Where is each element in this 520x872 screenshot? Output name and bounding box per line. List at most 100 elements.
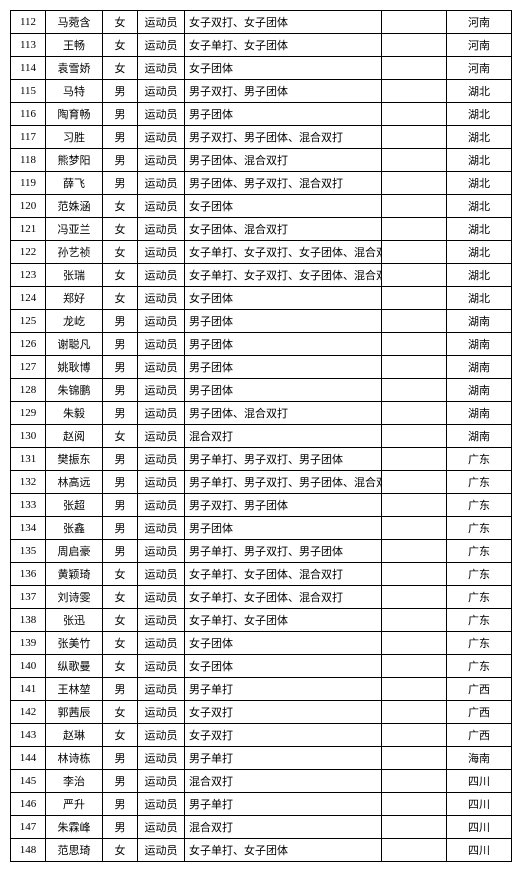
cell-role: 运动员 [138,356,185,379]
cell-id: 140 [11,655,46,678]
cell-role: 运动员 [138,540,185,563]
cell-role: 运动员 [138,632,185,655]
cell-name: 冯亚兰 [46,218,103,241]
cell-prov: 湖北 [447,80,512,103]
cell-id: 132 [11,471,46,494]
cell-prov: 湖北 [447,218,512,241]
cell-prov: 广西 [447,724,512,747]
cell-name: 龙屹 [46,310,103,333]
cell-id: 123 [11,264,46,287]
cell-blank [382,379,447,402]
cell-blank [382,425,447,448]
cell-blank [382,333,447,356]
cell-role: 运动员 [138,195,185,218]
cell-sex: 男 [103,471,138,494]
cell-blank [382,816,447,839]
cell-prov: 广东 [447,655,512,678]
cell-name: 袁雪娇 [46,57,103,80]
cell-prov: 广东 [447,586,512,609]
cell-prov: 广东 [447,471,512,494]
cell-blank [382,563,447,586]
cell-event: 男子单打、男子双打、男子团体、混合双打 [185,471,382,494]
table-row: 122孙艺祯女运动员女子单打、女子双打、女子团体、混合双打湖北 [11,241,512,264]
cell-blank [382,632,447,655]
cell-sex: 男 [103,540,138,563]
cell-event: 男子团体、混合双打 [185,149,382,172]
cell-prov: 广西 [447,701,512,724]
cell-prov: 河南 [447,57,512,80]
cell-event: 女子单打、女子团体 [185,609,382,632]
cell-event: 混合双打 [185,425,382,448]
cell-sex: 男 [103,816,138,839]
cell-sex: 女 [103,195,138,218]
cell-name: 周启豪 [46,540,103,563]
cell-role: 运动员 [138,793,185,816]
cell-id: 121 [11,218,46,241]
cell-role: 运动员 [138,402,185,425]
cell-event: 女子双打 [185,724,382,747]
cell-event: 男子单打 [185,793,382,816]
cell-id: 122 [11,241,46,264]
cell-sex: 男 [103,80,138,103]
cell-event: 女子团体 [185,195,382,218]
cell-blank [382,724,447,747]
cell-id: 112 [11,11,46,34]
cell-prov: 海南 [447,747,512,770]
cell-name: 赵琳 [46,724,103,747]
cell-event: 男子双打、男子团体 [185,80,382,103]
cell-blank [382,747,447,770]
cell-name: 熊梦阳 [46,149,103,172]
athlete-table: 112马菀含女运动员女子双打、女子团体河南113王畅女运动员女子单打、女子团体河… [10,10,512,862]
cell-role: 运动员 [138,172,185,195]
cell-event: 男子团体 [185,356,382,379]
table-row: 121冯亚兰女运动员女子团体、混合双打湖北 [11,218,512,241]
cell-blank [382,517,447,540]
cell-role: 运动员 [138,126,185,149]
cell-prov: 湖南 [447,310,512,333]
cell-id: 120 [11,195,46,218]
cell-event: 女子双打 [185,701,382,724]
cell-blank [382,241,447,264]
cell-prov: 广东 [447,448,512,471]
cell-role: 运动员 [138,11,185,34]
cell-role: 运动员 [138,379,185,402]
cell-prov: 四川 [447,770,512,793]
cell-role: 运动员 [138,333,185,356]
cell-name: 张美竹 [46,632,103,655]
cell-id: 115 [11,80,46,103]
cell-name: 赵阅 [46,425,103,448]
cell-sex: 女 [103,609,138,632]
cell-blank [382,218,447,241]
cell-id: 144 [11,747,46,770]
cell-role: 运动员 [138,425,185,448]
cell-role: 运动员 [138,264,185,287]
cell-blank [382,701,447,724]
cell-event: 男子双打、男子团体 [185,494,382,517]
cell-event: 女子团体 [185,632,382,655]
cell-sex: 女 [103,563,138,586]
cell-id: 145 [11,770,46,793]
cell-prov: 广西 [447,678,512,701]
table-row: 125龙屹男运动员男子团体湖南 [11,310,512,333]
table-row: 148范思琦女运动员女子单打、女子团体四川 [11,839,512,862]
cell-blank [382,149,447,172]
cell-blank [382,678,447,701]
cell-name: 樊振东 [46,448,103,471]
cell-sex: 男 [103,310,138,333]
cell-id: 119 [11,172,46,195]
cell-event: 女子团体 [185,57,382,80]
cell-name: 严升 [46,793,103,816]
table-row: 124郑好女运动员女子团体湖北 [11,287,512,310]
cell-id: 147 [11,816,46,839]
cell-name: 黄颖琦 [46,563,103,586]
cell-blank [382,34,447,57]
cell-role: 运动员 [138,57,185,80]
cell-name: 郑好 [46,287,103,310]
cell-prov: 湖北 [447,103,512,126]
table-row: 132林高远男运动员男子单打、男子双打、男子团体、混合双打广东 [11,471,512,494]
cell-role: 运动员 [138,839,185,862]
cell-name: 薛飞 [46,172,103,195]
table-row: 134张鑫男运动员男子团体广东 [11,517,512,540]
cell-prov: 四川 [447,839,512,862]
table-row: 144林诗栋男运动员男子单打海南 [11,747,512,770]
